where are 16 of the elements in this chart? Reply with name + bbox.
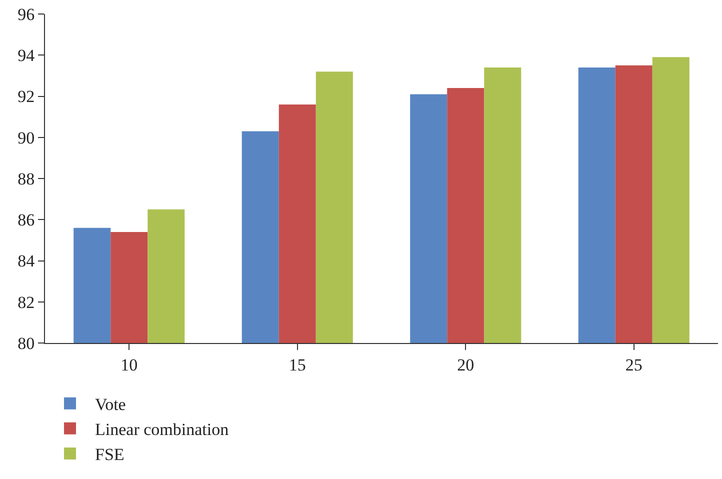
y-tick-label: 96 [18, 4, 35, 24]
y-tick-label: 92 [18, 87, 35, 106]
y-tick-label: 94 [18, 46, 36, 66]
y-tick-label: 82 [18, 292, 35, 312]
y-tick-label: 88 [18, 169, 35, 188]
x-tick-label: 10 [120, 355, 138, 374]
legend-label: FSE [95, 445, 124, 464]
y-tick-label: 90 [18, 128, 35, 148]
legend-label: Linear combination [95, 420, 230, 440]
x-tick-label: 20 [457, 355, 474, 374]
x-tick-label: 15 [288, 355, 306, 374]
x-tick-label: 25 [625, 355, 642, 374]
y-tick-label: 80 [18, 334, 35, 353]
legend-label: Vote [95, 394, 126, 414]
y-tick-label: 84 [18, 252, 36, 271]
y-tick-label: 86 [18, 210, 35, 230]
